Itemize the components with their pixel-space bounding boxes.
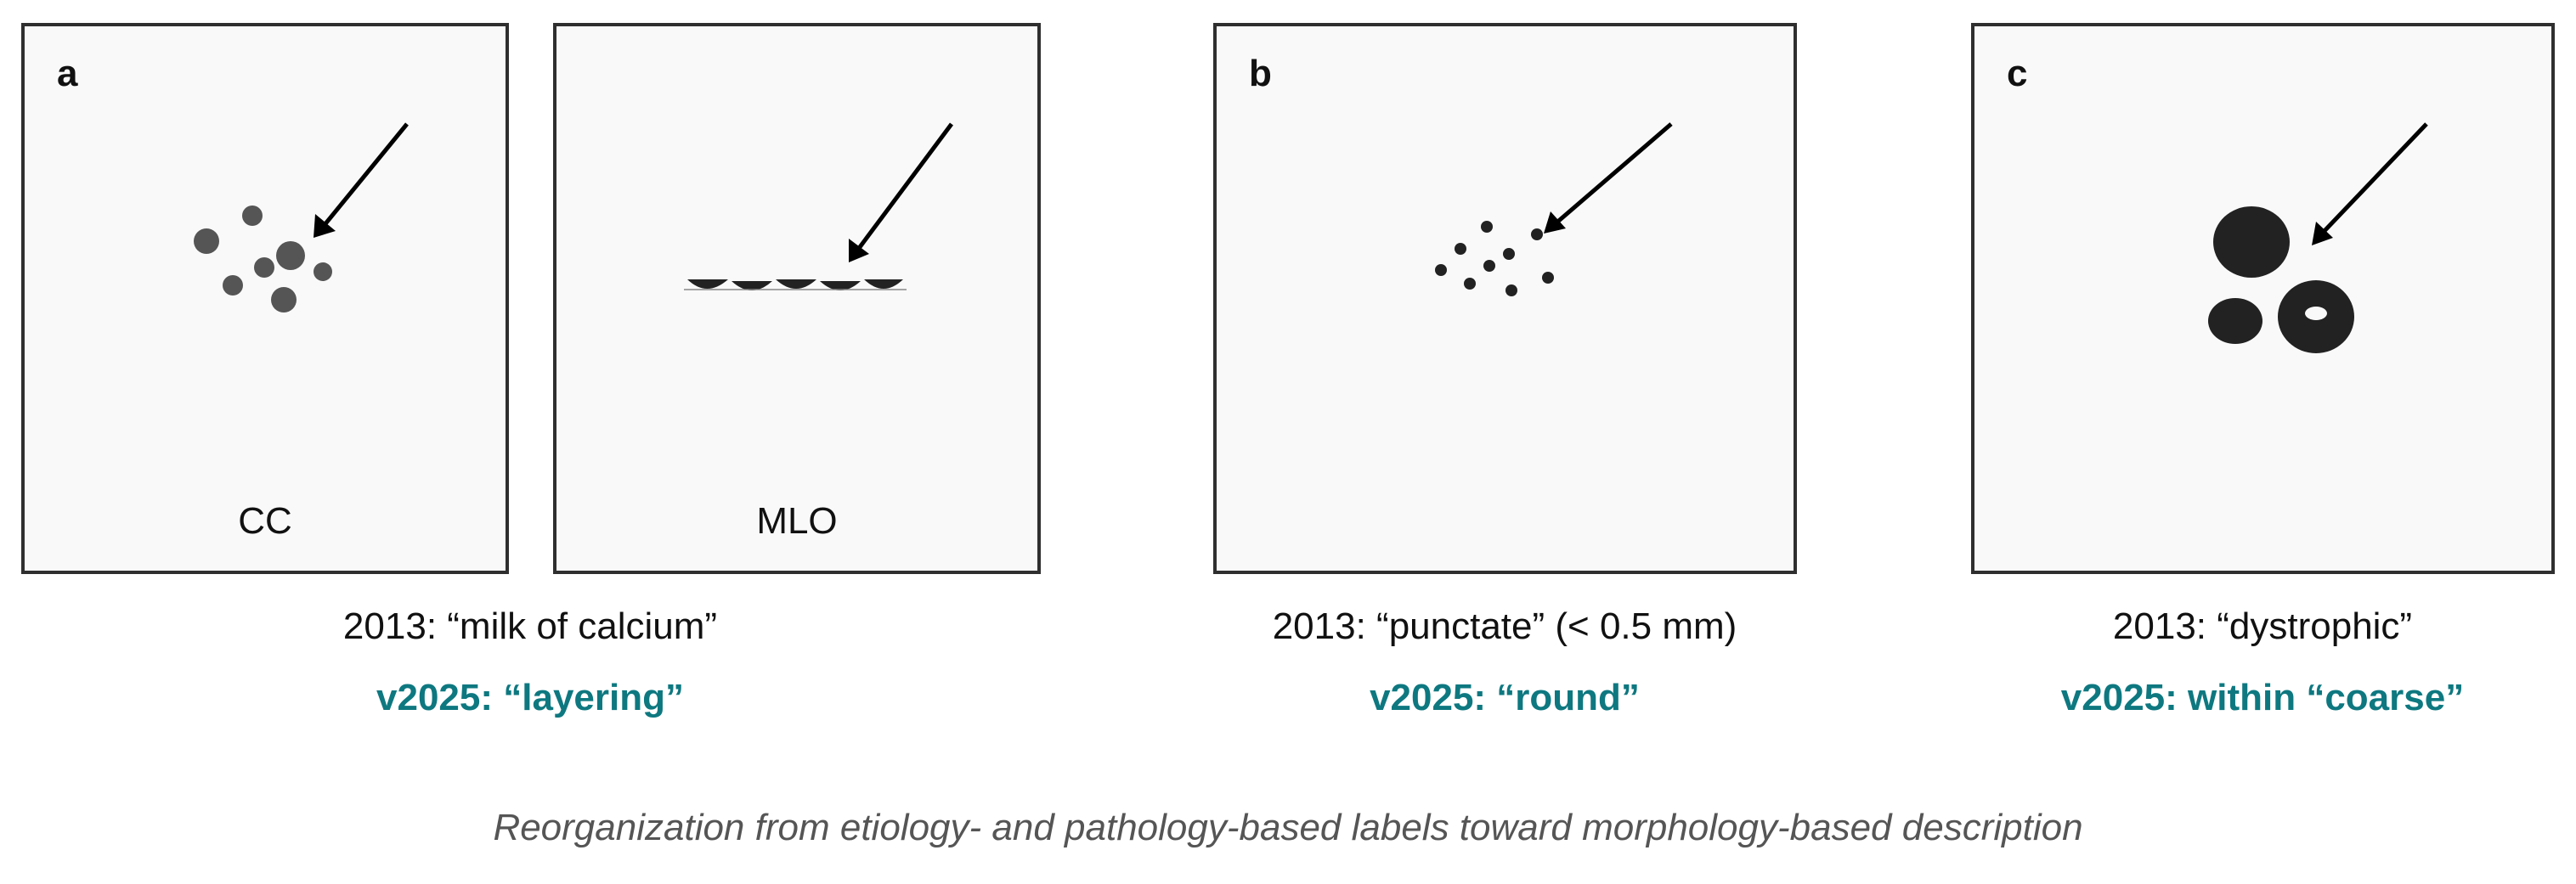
- mlo-calcification-illustration: [684, 122, 954, 290]
- arrow-icon: [1544, 122, 1673, 234]
- calcification-dot: [254, 257, 274, 278]
- layering-calcification: [687, 279, 728, 289]
- arrow-icon: [2312, 122, 2428, 245]
- panel-b-2013-label: 2013: “punctate” (< 0.5 mm): [1272, 605, 1737, 647]
- panel-c-v2025-label: v2025: within “coarse”: [2060, 677, 2465, 718]
- panel-a-mlo-view: MLO: [553, 23, 1041, 574]
- panel-c-2013-label: 2013: “dystrophic”: [2112, 605, 2413, 647]
- panel-b: b: [1213, 23, 1797, 574]
- layering-calcification: [864, 279, 903, 289]
- figure-footnote: Reorganization from etiology- and pathol…: [493, 807, 2083, 848]
- calcification-dot: [1531, 228, 1543, 240]
- calcification-dot: [276, 241, 305, 270]
- calcification-dot: [242, 206, 263, 226]
- layering-calcification: [732, 281, 772, 290]
- dystrophic-calcification-illustration: [2208, 122, 2428, 353]
- arrow-icon: [849, 122, 954, 262]
- coarse-calcification: [2213, 206, 2290, 278]
- calcification-dot: [1435, 264, 1447, 276]
- panel-a-2013-label: 2013: “milk of calcium”: [342, 605, 718, 647]
- panel-c: c: [1971, 23, 2555, 574]
- calcification-dot: [223, 275, 243, 296]
- calcification-dot: [1464, 278, 1476, 290]
- calcification-dot: [1542, 272, 1554, 284]
- coarse-calcification: [2208, 298, 2262, 344]
- panel-letter-c: c: [2007, 53, 2028, 94]
- punctate-calcification-illustration: [1435, 122, 1673, 296]
- panel-a-cc-view: a CC: [21, 23, 509, 574]
- panel-b-v2025-label: v2025: “round”: [1370, 677, 1640, 718]
- calcification-dot: [271, 287, 297, 312]
- panel-a-v2025-label: v2025: “layering”: [376, 677, 684, 718]
- calcification-dot: [1505, 284, 1517, 296]
- calcification-dot: [314, 262, 332, 281]
- calcification-dot: [194, 228, 219, 254]
- panel-letter-a: a: [57, 53, 78, 94]
- panel-letter-b: b: [1249, 53, 1272, 94]
- mlo-view-label: MLO: [756, 500, 838, 542]
- calcification-dot: [1481, 221, 1493, 233]
- lucent-center: [2305, 307, 2327, 320]
- calcification-dot: [1503, 248, 1515, 260]
- calcification-dot: [1483, 260, 1495, 272]
- layering-calcification: [820, 281, 861, 290]
- cc-calcification-illustration: [194, 122, 409, 312]
- calcification-dot: [1455, 243, 1466, 255]
- cc-view-label: CC: [238, 500, 292, 542]
- layering-calcification: [776, 279, 816, 289]
- arrow-icon: [314, 122, 409, 238]
